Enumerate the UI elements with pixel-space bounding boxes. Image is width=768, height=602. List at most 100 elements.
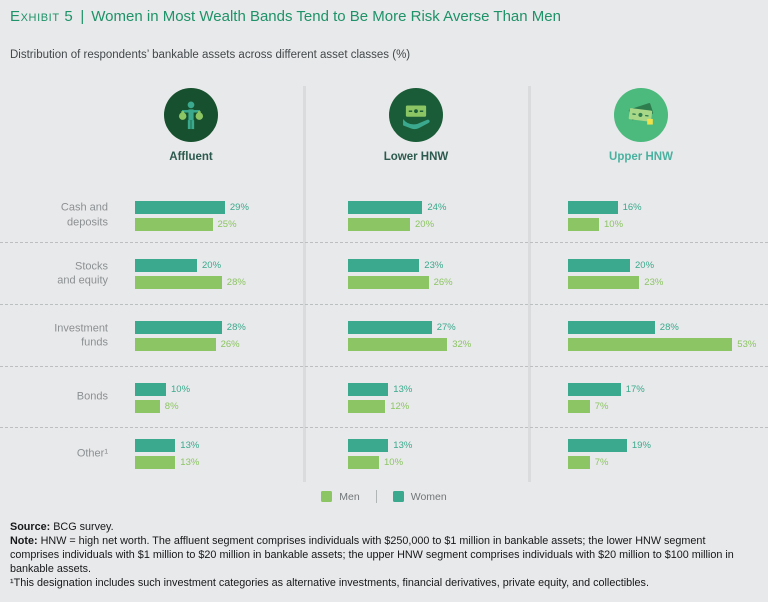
bar-line: 28% [568,321,768,334]
bar-value-label: 20% [635,260,655,271]
row-label: Investment funds [54,321,108,349]
bar-line: 13% [135,456,335,469]
bar-value-label: 28% [226,277,246,288]
column-header-upper-hnw: Upper HNW [561,88,721,163]
bar-line: 23% [348,259,548,272]
legend-divider [375,490,377,503]
bar-line: 7% [568,456,768,469]
bar-men-affluent-bonds [135,399,160,413]
bar-value-label: 7% [594,400,609,412]
bar-value-label: 17% [625,383,645,395]
bar-pair-upper-hnw-other: 19% 7% [568,439,768,473]
legend-item-women: Women [392,490,447,503]
column-divider [528,86,531,482]
bar-men-lower-hnw-investment-funds [348,338,448,351]
legend-label: Men [339,490,360,503]
bar-value-label: 8% [164,400,179,412]
bar-women-upper-hnw-bonds [568,382,621,396]
bar-value-label: 13% [393,440,413,451]
bar-women-lower-hnw-cash-and-deposits [348,200,423,214]
bar-pair-lower-hnw-investment-funds: 27% 32% [348,321,548,355]
bar-women-lower-hnw-other [348,439,389,452]
source-text: BCG survey. [50,521,114,533]
bar-value-label: 26% [433,277,453,288]
bar-men-lower-hnw-stocks-and-equity [348,276,429,289]
source-label: Source: [10,521,51,533]
title-separator: | [80,8,85,25]
bar-line: 10% [135,382,335,396]
bar-value-label: 10% [384,457,404,468]
bar-women-lower-hnw-bonds [348,382,389,396]
bar-pair-affluent-cash-and-deposits: 29% 25% [135,200,335,235]
bar-men-upper-hnw-other [568,456,590,469]
bar-men-lower-hnw-cash-and-deposits [348,217,410,231]
note-label: Note: [10,535,38,548]
bar-value-label: 20% [415,218,435,230]
bar-line: 13% [135,439,335,452]
note-line: Note: HNW = high net worth. The affluent… [10,534,748,576]
asset-class-row-bonds: Bonds 10% 8% 13% 12% 17% 7% [0,367,768,428]
asset-class-row-stocks-and-equity: Stocks and equity 20% 28% 23% 26% 20% 23% [0,243,768,305]
bar-value-label: 26% [220,339,240,350]
bar-line: 10% [348,456,548,469]
bar-pair-upper-hnw-bonds: 17% 7% [568,382,768,417]
bar-value-label: 19% [631,440,651,451]
bar-line: 28% [135,276,335,289]
bar-line: 26% [135,338,335,351]
source-line: Source: BCG survey. [10,520,748,534]
bar-men-affluent-investment-funds [135,338,216,351]
bar-value-label: 24% [427,201,447,213]
column-divider [303,86,306,482]
page-title: Women in Most Wealth Bands Tend to Be Mo… [91,8,561,25]
bar-men-upper-hnw-cash-and-deposits [568,217,599,231]
chart-subtitle: Distribution of respondents’ bankable as… [10,49,411,61]
bar-women-affluent-other [135,439,176,452]
bar-line: 24% [348,200,548,214]
bar-men-lower-hnw-bonds [348,399,386,413]
bar-line: 28% [135,321,335,334]
asset-class-row-cash-and-deposits: Cash and deposits 29% 25% 24% 20% 16% 10% [0,188,768,243]
legend-label: Women [410,490,447,503]
bar-line: 8% [135,399,335,413]
bar-women-upper-hnw-cash-and-deposits [568,200,618,214]
bar-men-lower-hnw-other [348,456,379,469]
bar-women-affluent-bonds [135,382,166,396]
bar-women-affluent-cash-and-deposits [135,200,225,214]
person-moneybags-icon [164,88,218,142]
column-header-lower-hnw: Lower HNW [336,88,496,163]
bar-men-affluent-cash-and-deposits [135,217,213,231]
bar-value-label: 27% [436,322,456,333]
bar-men-affluent-stocks-and-equity [135,276,222,289]
bar-women-lower-hnw-stocks-and-equity [348,259,420,272]
bar-line: 27% [348,321,548,334]
bar-pair-affluent-investment-funds: 28% 26% [135,321,335,355]
bar-women-affluent-investment-funds [135,321,222,334]
bar-pair-lower-hnw-other: 13% 10% [348,439,548,473]
exhibit-number-label: Exhibit 5 [10,8,74,25]
bar-value-label: 32% [452,339,472,350]
column-label: Affluent [169,151,213,163]
column-label: Lower HNW [383,151,449,163]
row-label: Bonds [76,390,108,403]
bar-pair-affluent-stocks-and-equity: 20% 28% [135,259,335,293]
footnote-line: ¹This designation includes such investme… [10,577,649,590]
bar-pair-affluent-bonds: 10% 8% [135,382,335,417]
bar-value-label: 13% [180,440,200,451]
bar-line: 26% [348,276,548,289]
bar-women-affluent-stocks-and-equity [135,259,197,272]
legend-swatch-men [321,491,333,502]
bar-line: 13% [348,382,548,396]
note-text: HNW = high net worth. The affluent segme… [10,535,734,576]
bar-value-label: 53% [737,339,757,350]
bar-line: 16% [568,200,768,214]
bar-line: 12% [348,399,548,413]
bar-line: 10% [568,217,768,231]
row-label: Cash and deposits [60,201,108,228]
bar-value-label: 10% [171,383,191,395]
bar-line: 20% [348,217,548,231]
legend-item-men: Men [321,490,360,503]
bar-value-label: 13% [180,457,200,468]
hand-banknote-icon [389,88,443,142]
bar-line: 23% [568,276,768,289]
